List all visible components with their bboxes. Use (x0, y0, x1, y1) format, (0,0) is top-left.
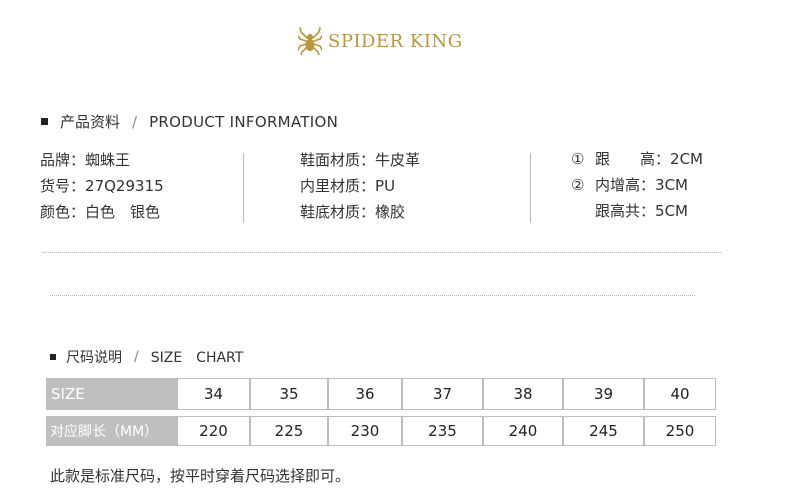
size-cell: 40 (644, 378, 716, 410)
square-bullet-icon (41, 118, 48, 125)
spider-icon (298, 27, 322, 55)
foot-length-row-header: 对应脚长（MM） (46, 416, 177, 446)
info-value: 5CM (655, 202, 688, 220)
foot-length-row: 对应脚长（MM） 220 225 230 235 240 245 250 (46, 416, 716, 446)
size-cell: 34 (177, 378, 250, 410)
info-label: 内里材质 (300, 177, 361, 195)
info-row-heel-height: ① 跟 高：2CM (571, 146, 703, 172)
size-cell: 38 (483, 378, 563, 410)
info-value: 27Q29315 (85, 177, 164, 195)
info-separator: ： (640, 176, 656, 194)
length-cell: 240 (483, 416, 563, 446)
length-cell: 250 (644, 416, 716, 446)
info-row-item-no: 货号：27Q29315 (40, 173, 164, 199)
info-column-1: 品牌：蜘蛛王 货号：27Q29315 颜色：白色 银色 (40, 147, 164, 225)
brand-logo: SPIDER KING (298, 26, 463, 56)
info-row-color: 颜色：白色 银色 (40, 199, 164, 225)
brand-name: SPIDER KING (328, 30, 463, 52)
info-row-upper-material: 鞋面材质：牛皮革 (300, 147, 420, 173)
info-row-lining-material: 内里材质：PU (300, 173, 420, 199)
size-note: 此款是标准尺码，按平时穿着尺码选择即可。 (50, 467, 351, 485)
info-row-total-height: 跟高共：5CM (571, 198, 703, 224)
info-label: 颜色 (40, 203, 71, 221)
column-divider (243, 153, 244, 223)
slash-divider: / (134, 349, 139, 365)
info-value: PU (375, 177, 396, 195)
info-value: 3CM (655, 176, 688, 194)
size-cell: 36 (328, 378, 402, 410)
size-cell: 39 (563, 378, 644, 410)
info-value: 2CM (670, 150, 703, 168)
product-info-title-en: PRODUCT INFORMATION (149, 112, 339, 131)
length-cell: 245 (563, 416, 644, 446)
size-table: SIZE 34 35 36 37 38 39 40 对应脚长（MM） 220 2… (46, 378, 716, 446)
info-value: 白色 银色 (85, 203, 161, 221)
info-label: 跟 高 (595, 150, 656, 168)
size-chart-title-en: SIZE CHART (150, 350, 244, 366)
size-row-header: SIZE (46, 378, 177, 410)
size-row: SIZE 34 35 36 37 38 39 40 (46, 378, 716, 410)
square-bullet-icon (50, 354, 56, 360)
info-separator: ： (360, 203, 376, 221)
info-label: 内增高 (595, 176, 641, 194)
circled-number: ① (571, 150, 585, 168)
info-row-inner-lift: ② 内增高：3CM (571, 172, 703, 198)
size-cell: 37 (402, 378, 483, 410)
info-label: 品牌 (40, 151, 71, 169)
circled-number: ② (571, 176, 585, 194)
info-value: 牛皮革 (375, 151, 421, 169)
product-info-title-zh: 产品资料 (60, 113, 121, 131)
info-column-2: 鞋面材质：牛皮革 内里材质：PU 鞋底材质：橡胶 (300, 147, 420, 225)
info-value: 橡胶 (375, 203, 406, 221)
info-separator: ： (360, 177, 376, 195)
length-cell: 235 (402, 416, 483, 446)
info-row-sole-material: 鞋底材质：橡胶 (300, 199, 420, 225)
info-separator: ： (360, 151, 376, 169)
info-separator: ： (70, 151, 86, 169)
info-label: 鞋底材质 (300, 203, 361, 221)
info-separator: ： (70, 177, 86, 195)
dotted-divider (43, 252, 721, 253)
size-chart-heading: 尺码说明 / SIZE CHART (50, 347, 243, 367)
dotted-divider (50, 295, 695, 296)
info-label: 货号 (40, 177, 71, 195)
slash-divider: / (132, 112, 138, 131)
info-separator: ： (70, 203, 86, 221)
product-info-heading: 产品资料 / PRODUCT INFORMATION (41, 111, 338, 132)
column-divider (530, 153, 531, 223)
length-cell: 220 (177, 416, 250, 446)
info-separator: ： (640, 202, 656, 220)
size-chart-title-zh: 尺码说明 (66, 350, 122, 366)
length-cell: 225 (250, 416, 328, 446)
info-label: 鞋面材质 (300, 151, 361, 169)
size-cell: 35 (250, 378, 328, 410)
length-cell: 230 (328, 416, 402, 446)
info-value: 蜘蛛王 (85, 151, 131, 169)
info-separator: ： (655, 150, 671, 168)
info-row-brand: 品牌：蜘蛛王 (40, 147, 164, 173)
info-label: 跟高共 (595, 202, 641, 220)
